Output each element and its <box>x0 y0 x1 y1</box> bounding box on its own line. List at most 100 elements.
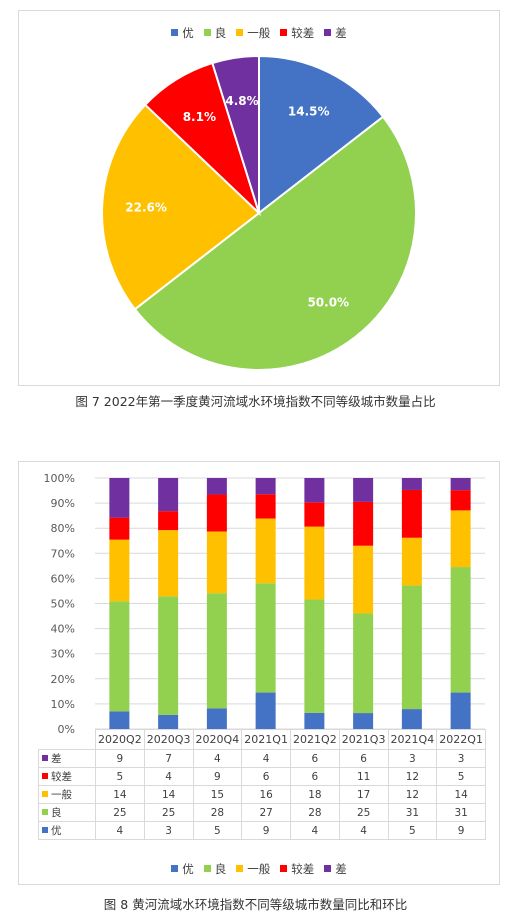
bar-segment <box>304 599 325 713</box>
table-legend-swatch <box>42 809 48 815</box>
x-tick-label: 2020Q2 <box>95 729 145 750</box>
table-cell: 31 <box>387 803 438 822</box>
bar-legend-swatch <box>236 865 244 872</box>
pie-legend-swatch <box>280 29 288 36</box>
pie-slice <box>101 103 261 311</box>
table-cell: 16 <box>241 785 291 804</box>
bar-legend-label: 较差 <box>291 862 315 876</box>
y-tick-label: 100% <box>44 472 75 485</box>
table-cell: 4 <box>338 821 389 840</box>
bar-segment <box>353 478 374 502</box>
table-cell: 5 <box>95 767 145 786</box>
bar-caption: 图 8 黄河流域水环境指数不同等级城市数量同比和环比 <box>103 897 408 912</box>
x-tick-label: 2021Q2 <box>290 729 340 750</box>
bar-legend: 优 良 一般 较差 差 <box>19 861 499 877</box>
y-tick-label: 30% <box>51 648 75 661</box>
bar-legend-label: 优 <box>182 862 194 876</box>
table-cell: 25 <box>338 803 389 822</box>
table-cell: 11 <box>338 767 389 786</box>
pie-legend-label: 一般 <box>247 26 271 40</box>
table-cell: 9 <box>95 749 145 768</box>
pie-legend-item: 较差 <box>280 25 314 41</box>
y-tick-label: 20% <box>51 673 75 686</box>
bar-segment <box>206 531 227 594</box>
bar-legend-swatch <box>171 865 179 872</box>
table-legend-swatch <box>42 773 48 779</box>
table-cell: 18 <box>290 785 340 804</box>
bar-legend-item: 差 <box>324 861 347 877</box>
table-cell: 4 <box>192 749 243 768</box>
table-cell: 31 <box>436 803 486 822</box>
bar-segment <box>450 567 471 693</box>
y-tick-label: 60% <box>51 572 75 585</box>
bar-legend-label: 良 <box>214 862 227 876</box>
table-legend-swatch <box>42 755 48 761</box>
bar-segment <box>255 478 276 495</box>
table-row-header: 一般 <box>38 785 96 804</box>
table-cell: 9 <box>436 821 486 840</box>
table-cell: 17 <box>338 785 389 804</box>
x-tick-label: 2020Q3 <box>143 729 194 750</box>
table-series-label: 差 <box>51 753 62 765</box>
bar-segment <box>353 613 374 714</box>
table-legend-swatch <box>42 791 48 797</box>
pie-legend-label: 差 <box>335 26 347 40</box>
bar-segment <box>109 517 130 540</box>
bar-legend-item: 较差 <box>280 861 314 877</box>
y-tick-label: 90% <box>51 497 75 510</box>
bar-segment <box>109 711 130 729</box>
table-cell: 4 <box>290 821 340 840</box>
pie-data-label: 14.5% <box>288 104 330 118</box>
table-cell: 12 <box>387 785 438 804</box>
y-tick-label: 50% <box>51 598 75 611</box>
y-tick-label: 40% <box>51 623 75 636</box>
x-tick-label: 2022Q1 <box>436 729 486 750</box>
pie-legend-item: 优 <box>171 25 194 41</box>
table-cell: 3 <box>387 749 438 768</box>
table-cell: 28 <box>290 803 340 822</box>
table-cell: 14 <box>143 785 194 804</box>
bar-segment <box>401 478 422 490</box>
table-cell: 28 <box>192 803 243 822</box>
pie-slice <box>211 54 260 214</box>
table-row-header: 差 <box>38 749 96 768</box>
table-cell: 9 <box>192 767 243 786</box>
bar-segment <box>304 526 325 600</box>
pie-legend-swatch <box>324 29 332 36</box>
bar-segment <box>158 714 179 729</box>
table-cell: 5 <box>387 821 438 840</box>
pie-legend-swatch <box>236 29 244 36</box>
table-cell: 14 <box>436 785 486 804</box>
bar-legend-swatch <box>203 865 211 872</box>
bar-segment <box>304 502 325 527</box>
pie-caption: 图 7 2022年第一季度黄河流域水环境指数不同等级城市数量占比 <box>75 394 436 409</box>
table-cell: 3 <box>143 821 194 840</box>
table-row: 良 25 25 28 27 28 25 31 31 <box>38 803 486 822</box>
y-tick-label: 10% <box>51 698 75 711</box>
table-series-label: 优 <box>51 825 62 837</box>
table-row-header: 优 <box>38 821 96 840</box>
pie-legend-item: 良 <box>203 25 226 41</box>
bar-segment <box>255 518 276 584</box>
bar-segment <box>158 530 179 597</box>
table-cell: 5 <box>436 767 486 786</box>
pie-legend-label: 优 <box>182 26 194 40</box>
bar-segment <box>304 478 325 503</box>
bar-segment <box>353 501 374 546</box>
bar-segment <box>109 601 130 712</box>
bar-chart-panel: 0% 10% 20% 30% 40% 50% 60% 70% 80% 90% 100% 2020Q2… <box>18 461 500 885</box>
bar-segment <box>401 489 422 538</box>
bar-segment <box>450 510 471 568</box>
pie-legend-swatch <box>171 29 179 36</box>
pie-chart-panel: 优 良 一般 较差 差 14.5% 50.0% 22.6% 8.1% 4.8% <box>18 10 500 386</box>
bar-segment <box>109 478 130 518</box>
table-corner-cell <box>38 729 96 750</box>
bar-segment <box>401 537 422 586</box>
table-cell: 5 <box>192 821 243 840</box>
bar-segment <box>158 596 179 715</box>
y-tick-label: 70% <box>51 547 75 560</box>
table-cell: 4 <box>95 821 145 840</box>
bar-segment <box>109 539 130 602</box>
